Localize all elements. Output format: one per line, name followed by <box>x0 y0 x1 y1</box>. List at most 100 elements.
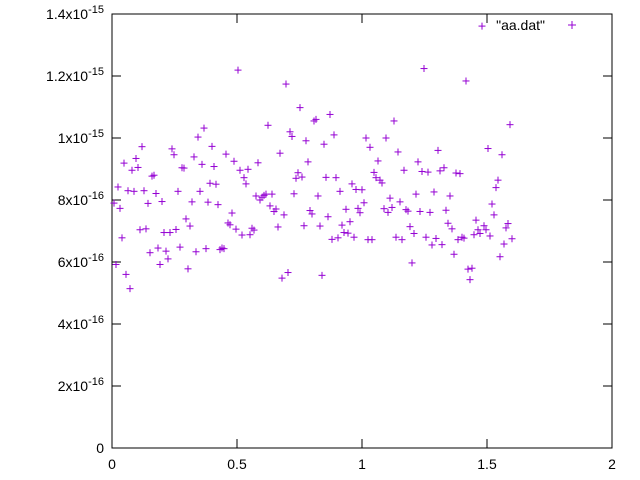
data-point <box>312 115 320 123</box>
data-point <box>464 265 472 273</box>
data-point <box>372 174 380 182</box>
data-point <box>386 194 394 202</box>
y-tick-label: 1.4x10-15 <box>46 4 104 22</box>
data-point <box>324 213 332 221</box>
data-point <box>428 241 436 249</box>
data-point <box>404 207 412 215</box>
data-point <box>294 169 302 177</box>
legend: "aa.dat" <box>496 17 576 33</box>
data-point <box>280 211 288 219</box>
data-point <box>490 211 498 219</box>
x-tick-label: 0 <box>108 456 116 472</box>
legend-label: "aa.dat" <box>496 17 545 33</box>
data-point <box>308 210 316 218</box>
data-point <box>356 209 364 217</box>
data-point <box>152 189 160 197</box>
data-point <box>400 166 408 174</box>
data-point <box>322 173 330 181</box>
data-point <box>434 146 442 154</box>
data-point <box>150 171 158 179</box>
data-point <box>452 169 460 177</box>
data-point <box>492 184 500 192</box>
data-point <box>484 145 492 153</box>
data-point <box>498 151 506 159</box>
data-point <box>126 285 134 293</box>
data-point <box>426 208 434 216</box>
data-point <box>184 265 192 273</box>
data-point <box>392 233 400 241</box>
y-tick-label: 1.2x10-15 <box>46 66 104 84</box>
y-tick-label: 0 <box>96 440 104 456</box>
data-point <box>334 234 342 242</box>
data-point <box>422 233 430 241</box>
data-point <box>354 204 362 212</box>
x-tick-label: 0.5 <box>227 456 247 472</box>
data-point <box>466 276 474 284</box>
data-point <box>440 164 448 172</box>
data-point <box>166 229 174 237</box>
data-point <box>438 241 446 249</box>
data-point <box>460 234 468 242</box>
data-point <box>282 80 290 88</box>
x-tick-label: 2 <box>608 456 616 472</box>
data-point <box>222 150 230 158</box>
data-point <box>268 190 276 198</box>
data-point <box>252 192 260 200</box>
data-point <box>480 222 488 230</box>
axes-layer: 0 0.5 1 1.5 2 0 2x10-16 4x10-16 6x10-16 8x10-16 1x… <box>46 4 616 472</box>
data-point <box>408 259 416 267</box>
data-point <box>472 216 480 224</box>
data-point <box>390 117 398 125</box>
data-point <box>330 131 338 139</box>
data-point <box>332 174 340 182</box>
data-point <box>210 163 218 171</box>
y-tick-label: 8x10-16 <box>58 190 104 208</box>
data-point <box>296 104 304 112</box>
data-point <box>502 224 510 232</box>
y-tick-label: 4x10-16 <box>58 314 104 332</box>
data-point <box>366 143 374 151</box>
data-point <box>380 205 388 213</box>
data-point <box>508 235 516 243</box>
data-point <box>186 222 194 230</box>
data-point <box>122 270 130 278</box>
data-point <box>418 167 426 175</box>
data-point <box>176 243 184 251</box>
data-point <box>230 157 238 165</box>
data-point <box>236 166 244 174</box>
data-point <box>172 225 180 233</box>
data-point <box>276 149 284 157</box>
data-point <box>318 271 326 279</box>
data-point <box>346 218 354 226</box>
data-point <box>420 65 428 73</box>
data-point <box>168 145 176 153</box>
data-point <box>486 232 494 240</box>
data-point <box>476 229 484 237</box>
data-point <box>496 253 504 261</box>
data-point <box>206 179 214 187</box>
data-point <box>300 222 308 230</box>
y-tick-label: 6x10-16 <box>58 252 104 270</box>
data-point <box>388 203 396 211</box>
data-point <box>316 222 324 230</box>
data-point <box>116 204 124 212</box>
data-point <box>396 198 404 206</box>
data-point <box>238 231 246 239</box>
data-point <box>128 166 136 174</box>
data-point <box>180 164 188 172</box>
data-point <box>112 260 120 268</box>
data-point <box>336 187 344 195</box>
data-point <box>190 153 198 161</box>
data-point <box>378 179 386 187</box>
data-point <box>250 226 258 234</box>
data-point <box>228 209 236 217</box>
data-point <box>118 234 126 242</box>
data-point <box>384 208 392 216</box>
y-tick-label: 1x10-15 <box>58 128 104 146</box>
x-tick-label: 1 <box>358 456 366 472</box>
data-point <box>140 187 148 195</box>
data-point <box>120 159 128 167</box>
data-point <box>406 223 414 231</box>
data-point <box>160 229 168 237</box>
data-point <box>278 274 286 282</box>
